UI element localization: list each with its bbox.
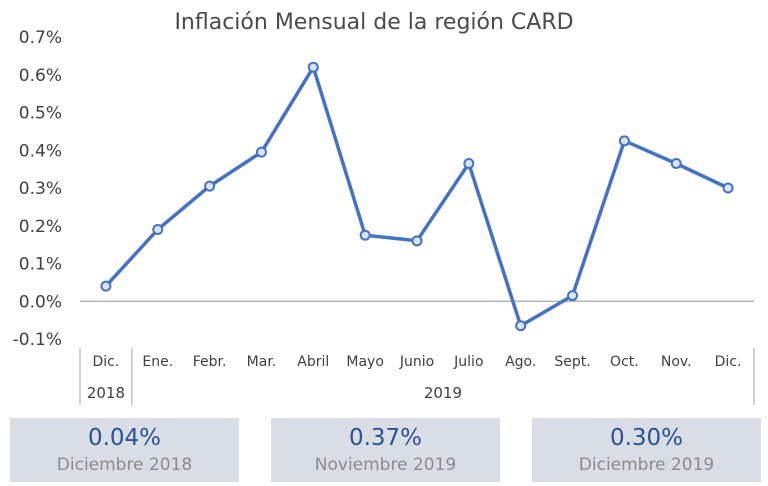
x-category-label: Abril — [297, 354, 329, 370]
x-category-label: Oct. — [610, 354, 639, 370]
data-point-marker — [100, 280, 112, 292]
data-point-marker — [152, 224, 164, 236]
x-category-label: Mar. — [247, 354, 277, 370]
summary-card-value: 0.04% — [87, 425, 162, 451]
x-category-label: Dic. — [715, 354, 742, 370]
y-axis: -0.1% 0.0% 0.1% 0.2% 0.3% 0.4% 0.5% 0.6% 0.7% — [13, 28, 62, 350]
series-line — [104, 65, 729, 328]
summary-card-label: Noviembre 2019 — [314, 455, 457, 475]
data-point-marker — [722, 182, 734, 194]
y-tick-label: 0.1% — [19, 255, 62, 275]
x-year-label: 2018 — [87, 384, 125, 402]
x-category-label: Ene. — [142, 354, 173, 370]
x-category-label: Julio — [453, 354, 483, 370]
y-tick-label: 0.2% — [19, 217, 62, 237]
summary-card-nov-2019: 0.37% Noviembre 2019 — [271, 418, 500, 482]
y-tick-label: -0.1% — [13, 330, 62, 350]
series-layer — [100, 61, 734, 332]
y-tick-label: 0.5% — [19, 104, 62, 124]
y-tick-label: 0.6% — [19, 66, 62, 86]
summary-card-dec-2018: 0.04% Diciembre 2018 — [10, 418, 239, 482]
summary-card-value: 0.37% — [348, 425, 423, 451]
summary-card-dec-2019: 0.30% Diciembre 2019 — [532, 418, 761, 482]
y-tick-label: 0.4% — [19, 141, 62, 161]
x-category-label: Nov. — [661, 354, 692, 370]
summary-card-label: Diciembre 2018 — [56, 455, 193, 475]
x-category-label: Febr. — [193, 354, 227, 370]
x-category-label: Sept. — [554, 354, 590, 370]
y-tick-label: 0.3% — [19, 179, 62, 199]
x-category-label: Ago. — [505, 354, 536, 370]
data-point-marker — [515, 320, 527, 332]
x-year-label: 2019 — [424, 384, 462, 402]
data-point-marker — [463, 157, 475, 169]
data-point-marker — [670, 157, 682, 169]
chart-title: Inflación Mensual de la región CARD — [174, 10, 573, 35]
inflation-line-chart: Inflación Mensual de la región CARD -0.1… — [13, 10, 755, 405]
x-category-label: Junio — [399, 354, 434, 370]
x-category-label: Dic. — [93, 354, 120, 370]
data-point-marker — [618, 135, 630, 147]
data-point-marker — [255, 146, 267, 158]
data-point-marker — [359, 229, 371, 241]
data-point-marker — [411, 235, 423, 247]
data-point-marker — [204, 180, 216, 192]
data-point-marker — [307, 61, 319, 73]
summary-card-value: 0.30% — [609, 425, 684, 451]
x-axis: Dic. Ene. Febr. Mar. Abril Mayo Junio Julio Ago.… — [79, 300, 755, 405]
y-tick-label: 0.0% — [19, 292, 62, 312]
data-point-marker — [567, 290, 579, 302]
summary-card-label: Diciembre 2019 — [578, 455, 715, 475]
y-tick-label: 0.7% — [19, 28, 62, 48]
x-category-label: Mayo — [346, 354, 384, 370]
